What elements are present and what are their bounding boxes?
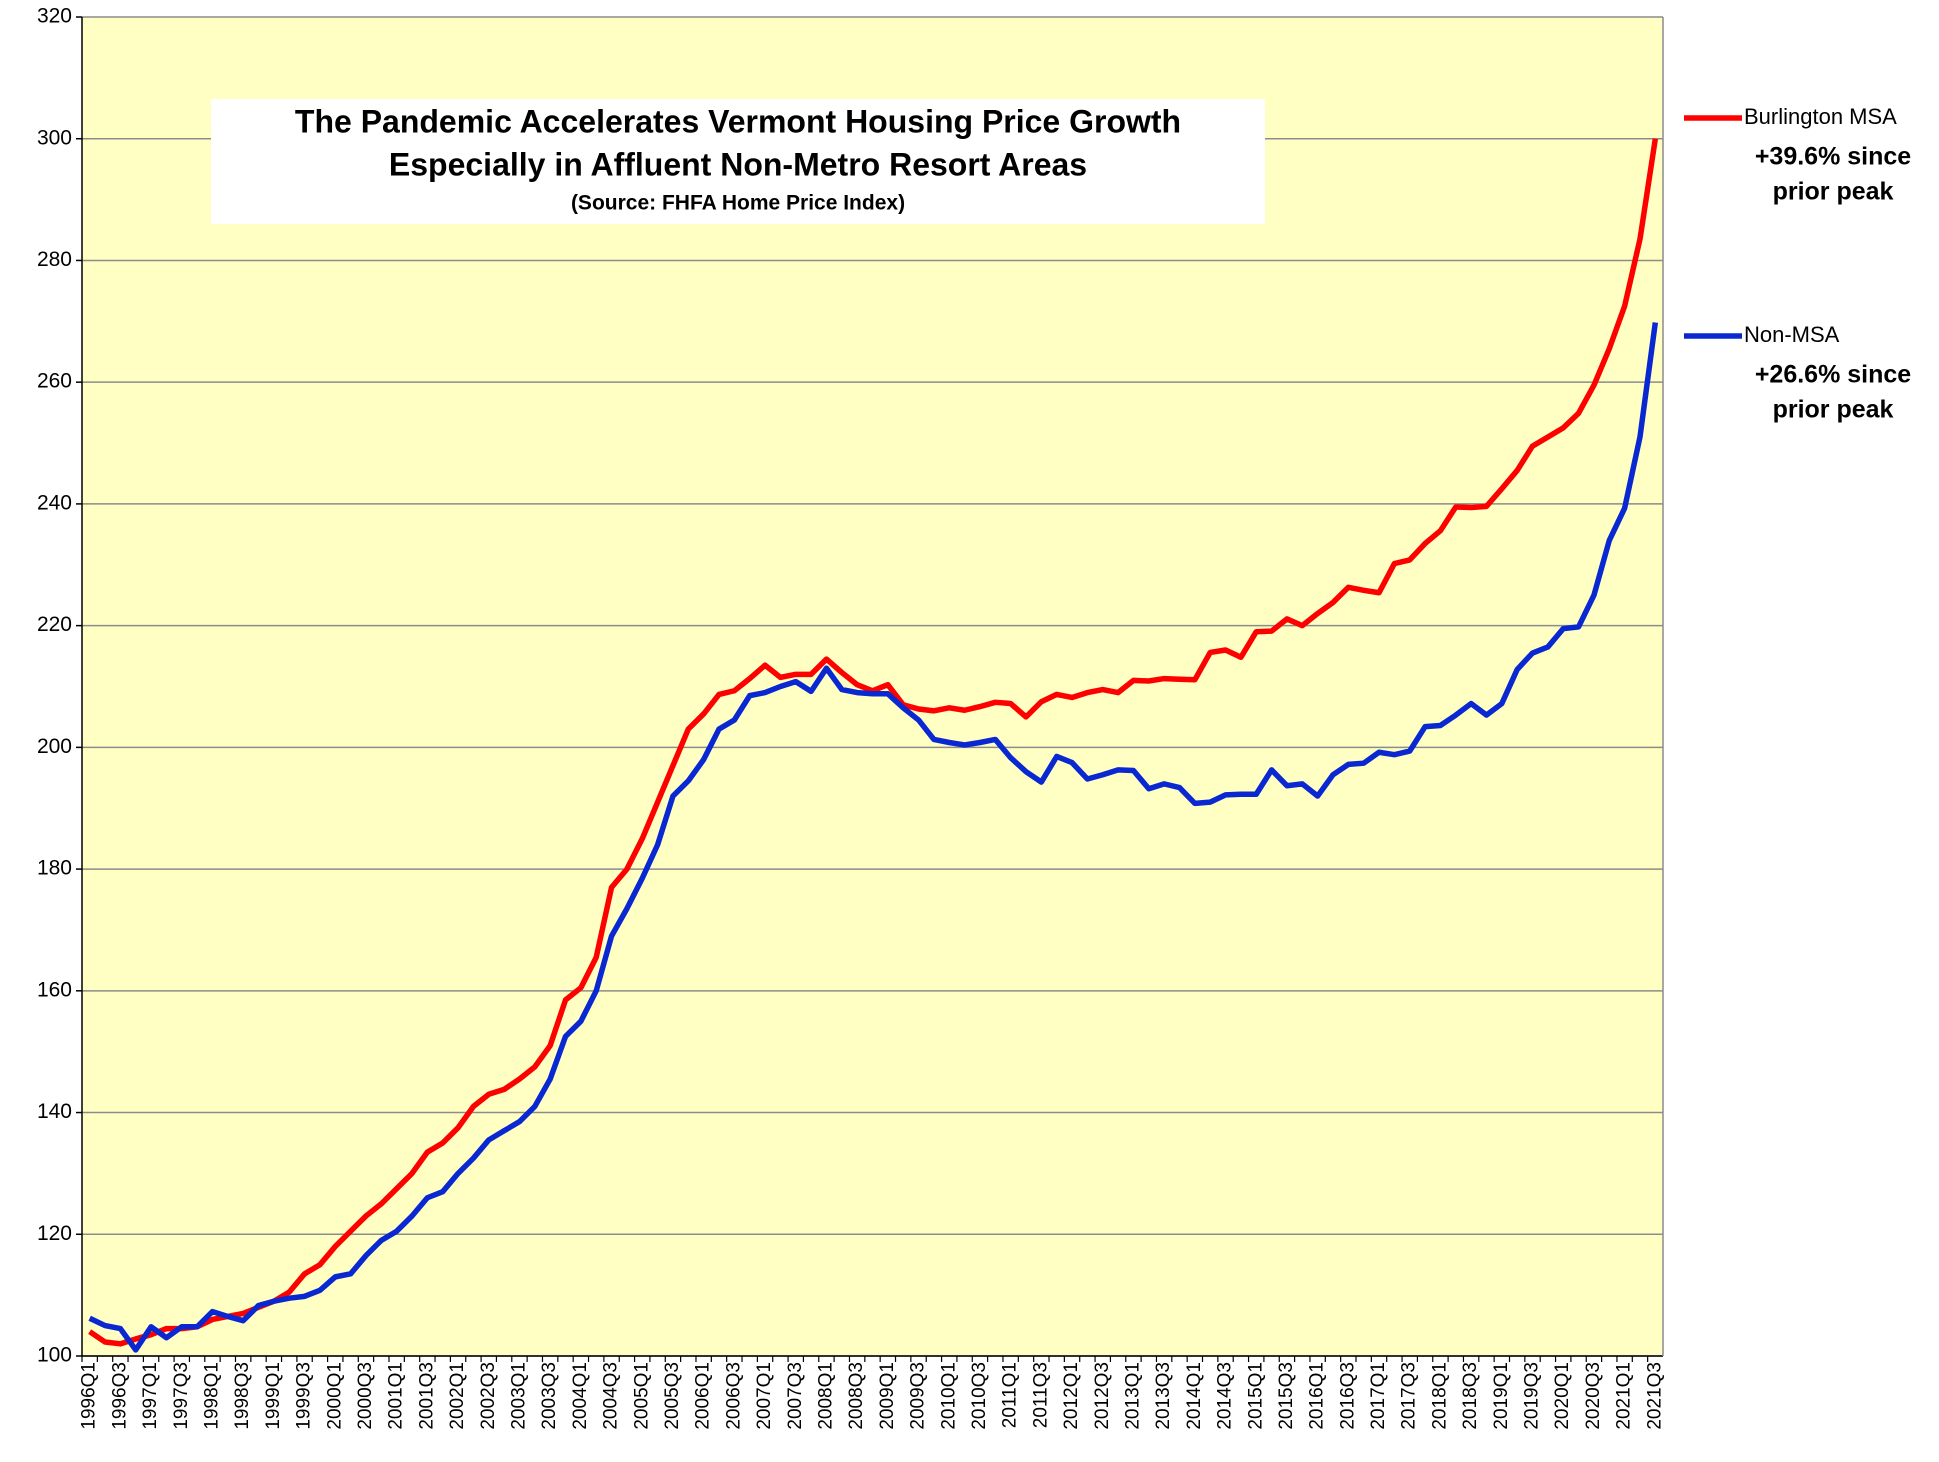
x-tick-label: 2003Q1 [508, 1362, 529, 1430]
legend-label: Non-MSA [1744, 322, 1840, 347]
x-tick-label: 1997Q1 [140, 1362, 161, 1430]
x-tick-label: 2015Q1 [1245, 1362, 1266, 1430]
annotation: +26.6% since [1755, 361, 1911, 389]
chart-subtitle: (Source: FHFA Home Price Index) [571, 192, 905, 215]
title-box [211, 99, 1265, 224]
x-tick-label: 2005Q1 [631, 1362, 652, 1430]
x-tick-label: 2016Q3 [1337, 1362, 1358, 1430]
x-tick-label: 2019Q1 [1491, 1362, 1512, 1430]
x-tick-label: 2001Q1 [386, 1362, 407, 1430]
x-tick-label: 2017Q3 [1399, 1362, 1420, 1430]
x-tick-label: 2011Q3 [1030, 1362, 1051, 1428]
x-tick-label: 2019Q3 [1522, 1362, 1543, 1430]
x-tick-label: 2006Q1 [693, 1362, 714, 1430]
y-tick-label: 220 [37, 613, 72, 636]
x-tick-label: 2021Q3 [1644, 1362, 1665, 1430]
y-tick-label: 140 [37, 1100, 72, 1123]
x-tick-label: 1999Q3 [294, 1362, 315, 1430]
x-tick-label: 2010Q3 [969, 1362, 990, 1430]
x-tick-label: 2006Q3 [723, 1362, 744, 1430]
series-line [88, 138, 1659, 1347]
x-tick-label: 1999Q1 [263, 1362, 284, 1430]
y-tick-label: 180 [37, 857, 72, 880]
x-tick-label: 2013Q3 [1153, 1362, 1174, 1430]
x-tick-label: 2018Q1 [1429, 1362, 1450, 1430]
x-tick-label: 2012Q1 [1061, 1362, 1082, 1430]
series-line [88, 322, 1659, 1353]
x-tick-label: 2018Q3 [1460, 1362, 1481, 1430]
x-tick-label: 2002Q3 [478, 1362, 499, 1430]
x-tick-label: 1998Q1 [201, 1362, 222, 1430]
x-tick-label: 2010Q1 [938, 1362, 959, 1430]
plot-area [82, 17, 1663, 1356]
x-tick-label: 2004Q3 [601, 1362, 622, 1430]
x-tick-label: 1996Q1 [79, 1362, 100, 1430]
x-tick-label: 2007Q3 [785, 1362, 806, 1430]
y-tick-label: 320 [37, 5, 72, 28]
x-tick-label: 2014Q1 [1184, 1362, 1205, 1430]
x-tick-label: 2005Q3 [662, 1362, 683, 1430]
y-tick-label: 240 [37, 491, 72, 514]
chart-title: The Pandemic Accelerates Vermont Housing… [295, 103, 1181, 139]
y-tick-label: 120 [37, 1222, 72, 1245]
x-tick-label: 2015Q3 [1276, 1362, 1297, 1430]
x-tick-label: 2014Q3 [1215, 1362, 1236, 1430]
x-tick-label: 2002Q1 [447, 1362, 468, 1430]
x-tick-label: 2009Q3 [908, 1362, 929, 1430]
x-tick-label: 2004Q1 [570, 1362, 591, 1430]
x-tick-label: 2017Q1 [1368, 1362, 1389, 1430]
y-tick-label: 300 [37, 126, 72, 149]
annotation: +39.6% since [1755, 143, 1911, 171]
y-tick-label: 200 [37, 735, 72, 758]
annotation: prior peak [1773, 396, 1894, 424]
x-tick-label: 2000Q1 [324, 1362, 345, 1430]
x-tick-label: 2008Q1 [815, 1362, 836, 1430]
x-tick-label: 2020Q3 [1583, 1362, 1604, 1430]
x-tick-label: 2011Q1 [1000, 1362, 1021, 1428]
x-tick-label: 2016Q1 [1307, 1362, 1328, 1430]
x-tick-label: 1997Q3 [171, 1362, 192, 1430]
x-tick-label: 2003Q3 [539, 1362, 560, 1430]
x-tick-label: 2007Q1 [754, 1362, 775, 1430]
x-tick-label: 2021Q1 [1614, 1362, 1635, 1430]
y-tick-label: 280 [37, 248, 72, 271]
x-tick-label: 2020Q1 [1552, 1362, 1573, 1430]
x-tick-label: 2008Q3 [846, 1362, 867, 1430]
y-tick-label: 160 [37, 978, 72, 1001]
y-tick-label: 100 [37, 1344, 72, 1367]
x-tick-label: 1996Q3 [109, 1362, 130, 1430]
x-tick-label: 2012Q3 [1092, 1362, 1113, 1430]
annotation: prior peak [1773, 178, 1894, 206]
x-tick-label: 2009Q1 [877, 1362, 898, 1430]
x-tick-label: 1998Q3 [232, 1362, 253, 1430]
y-tick-label: 260 [37, 370, 72, 393]
chart-title: Especially in Affluent Non-Metro Resort … [389, 146, 1087, 182]
x-tick-label: 2000Q3 [355, 1362, 376, 1430]
legend-label: Burlington MSA [1744, 104, 1897, 129]
x-tick-label: 2013Q1 [1122, 1362, 1143, 1430]
x-tick-label: 2001Q3 [416, 1362, 437, 1430]
